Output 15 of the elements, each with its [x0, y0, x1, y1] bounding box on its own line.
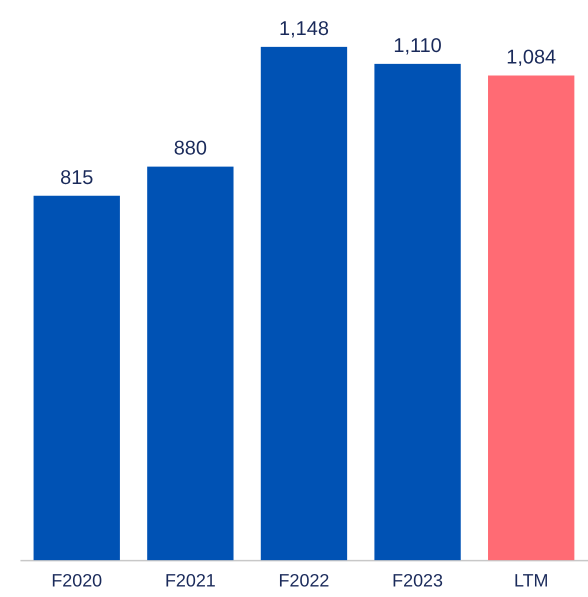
x-tick-label: F2021: [164, 570, 216, 591]
x-tick-label: F2023: [392, 570, 444, 591]
data-label: 815: [60, 166, 94, 189]
bar: [260, 46, 348, 560]
bar: [488, 75, 574, 560]
data-label: 880: [174, 138, 207, 160]
bar: [374, 64, 461, 560]
x-tick-label: LTM: [514, 570, 548, 591]
bar: [34, 196, 120, 560]
data-label: 1,084: [506, 46, 556, 69]
x-tick-label: F2020: [51, 570, 102, 591]
bar: [147, 166, 234, 560]
x-tick-label: F2022: [278, 570, 330, 591]
data-label: 1,110: [393, 34, 442, 57]
data-label: 1,148: [279, 18, 329, 40]
